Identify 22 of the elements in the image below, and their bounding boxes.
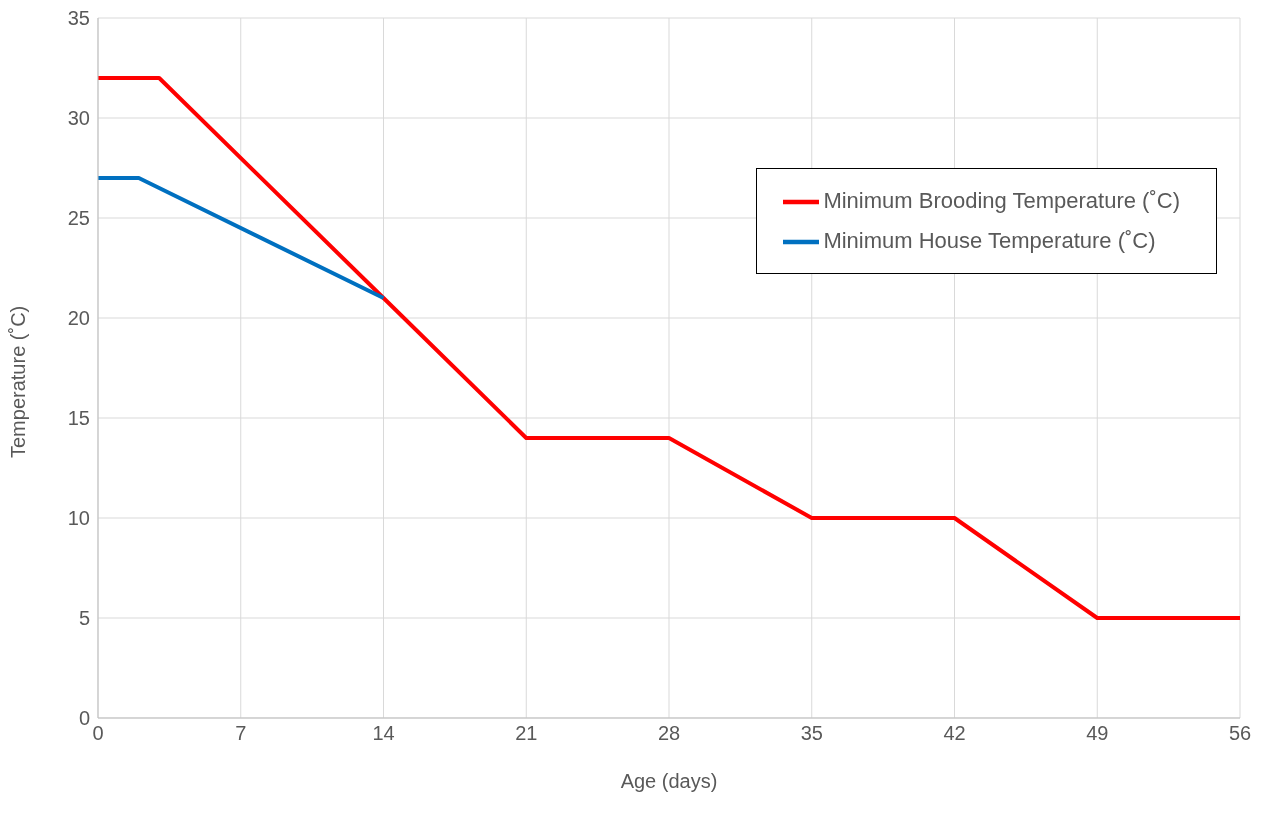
x-tick-label: 21 (515, 722, 538, 745)
y-tick-label: 20 (67, 307, 90, 330)
line-series (98, 76, 1240, 620)
y-tick-label: 0 (78, 707, 90, 730)
x-tick-label: 35 (800, 722, 823, 745)
x-tick-label: 28 (657, 722, 681, 745)
x-tick-label: 56 (1228, 722, 1252, 745)
x-axis-title: Age (days) (620, 770, 718, 792)
x-tick-label: 7 (235, 722, 247, 745)
x-tick-label: 0 (92, 722, 104, 745)
legend-label: Minimum House Temperature (˚C) (823, 228, 1156, 253)
y-tick-label: 30 (67, 107, 90, 130)
x-tick-label: 42 (943, 722, 966, 745)
y-axis-title: Temperature (˚C) (7, 305, 30, 458)
y-tick-label: 15 (67, 407, 90, 430)
y-tick-label: 35 (67, 7, 90, 30)
legend-label: Minimum Brooding Temperature (˚C) (823, 188, 1180, 213)
y-tick-label: 25 (67, 207, 90, 230)
x-tick-label: 49 (1086, 722, 1109, 745)
y-tick-label: 5 (78, 607, 90, 630)
y-tick-label: 10 (67, 507, 90, 530)
x-tick-label: 14 (372, 722, 395, 745)
